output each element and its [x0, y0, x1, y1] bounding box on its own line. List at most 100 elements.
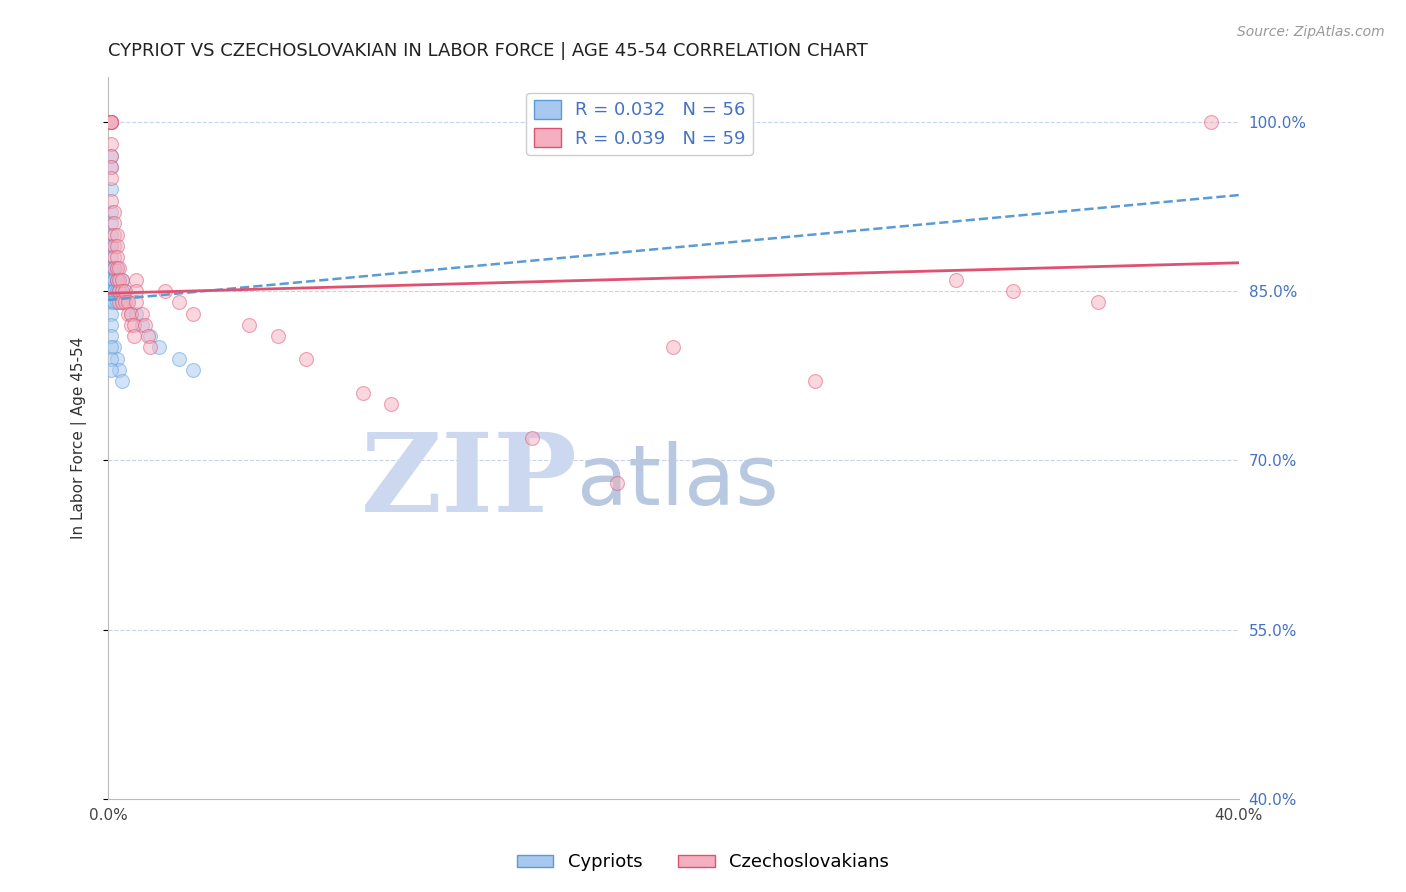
Point — [804, 374, 827, 388]
Point — [114, 284, 136, 298]
Point — [105, 351, 128, 366]
Point — [945, 273, 967, 287]
Point — [103, 295, 125, 310]
Point — [139, 329, 162, 343]
Point — [108, 261, 131, 276]
Point — [111, 295, 134, 310]
Point — [103, 205, 125, 219]
Text: atlas: atlas — [578, 441, 779, 522]
Point — [117, 295, 139, 310]
Point — [103, 340, 125, 354]
Point — [100, 227, 122, 242]
Point — [125, 307, 148, 321]
Point — [105, 295, 128, 310]
Point — [105, 250, 128, 264]
Point — [100, 148, 122, 162]
Point — [100, 114, 122, 128]
Point — [105, 273, 128, 287]
Point — [103, 216, 125, 230]
Point — [100, 329, 122, 343]
Point — [125, 284, 148, 298]
Point — [103, 261, 125, 276]
Text: ZIP: ZIP — [360, 427, 578, 534]
Point — [100, 137, 122, 152]
Point — [117, 307, 139, 321]
Point — [181, 307, 204, 321]
Point — [120, 318, 142, 332]
Point — [1199, 114, 1222, 128]
Point — [100, 284, 122, 298]
Point — [108, 295, 131, 310]
Point — [120, 307, 142, 321]
Point — [131, 318, 153, 332]
Point — [100, 261, 122, 276]
Point — [111, 284, 134, 298]
Point — [100, 273, 122, 287]
Point — [100, 307, 122, 321]
Point — [120, 307, 142, 321]
Point — [114, 284, 136, 298]
Point — [520, 431, 543, 445]
Point — [103, 284, 125, 298]
Point — [1087, 295, 1109, 310]
Point — [108, 284, 131, 298]
Point — [100, 273, 122, 287]
Text: CYPRIOT VS CZECHOSLOVAKIAN IN LABOR FORCE | AGE 45-54 CORRELATION CHART: CYPRIOT VS CZECHOSLOVAKIAN IN LABOR FORC… — [108, 42, 868, 60]
Point — [105, 261, 128, 276]
Point — [100, 205, 122, 219]
Legend: Cypriots, Czechoslovakians: Cypriots, Czechoslovakians — [510, 847, 896, 879]
Point — [100, 351, 122, 366]
Point — [103, 284, 125, 298]
Point — [100, 239, 122, 253]
Point — [105, 227, 128, 242]
Point — [100, 273, 122, 287]
Point — [295, 351, 318, 366]
Point — [267, 329, 290, 343]
Point — [103, 227, 125, 242]
Point — [111, 284, 134, 298]
Point — [108, 273, 131, 287]
Point — [100, 261, 122, 276]
Point — [103, 273, 125, 287]
Point — [122, 329, 145, 343]
Point — [100, 114, 122, 128]
Point — [100, 284, 122, 298]
Point — [103, 273, 125, 287]
Point — [100, 261, 122, 276]
Point — [105, 284, 128, 298]
Point — [167, 295, 190, 310]
Point — [100, 340, 122, 354]
Point — [100, 194, 122, 208]
Point — [111, 273, 134, 287]
Point — [103, 295, 125, 310]
Point — [103, 261, 125, 276]
Point — [100, 160, 122, 174]
Point — [662, 340, 685, 354]
Point — [125, 295, 148, 310]
Point — [108, 363, 131, 377]
Point — [103, 250, 125, 264]
Point — [114, 295, 136, 310]
Point — [167, 351, 190, 366]
Point — [111, 374, 134, 388]
Point — [108, 273, 131, 287]
Point — [136, 329, 159, 343]
Point — [100, 114, 122, 128]
Point — [131, 307, 153, 321]
Point — [103, 261, 125, 276]
Point — [352, 385, 374, 400]
Point — [103, 239, 125, 253]
Y-axis label: In Labor Force | Age 45-54: In Labor Force | Age 45-54 — [72, 336, 87, 539]
Point — [100, 318, 122, 332]
Point — [606, 475, 628, 490]
Point — [100, 363, 122, 377]
Point — [117, 295, 139, 310]
Point — [111, 273, 134, 287]
Point — [100, 284, 122, 298]
Point — [153, 284, 176, 298]
Point — [111, 295, 134, 310]
Legend: R = 0.032   N = 56, R = 0.039   N = 59: R = 0.032 N = 56, R = 0.039 N = 59 — [526, 93, 752, 155]
Point — [100, 148, 122, 162]
Point — [105, 261, 128, 276]
Point — [1001, 284, 1024, 298]
